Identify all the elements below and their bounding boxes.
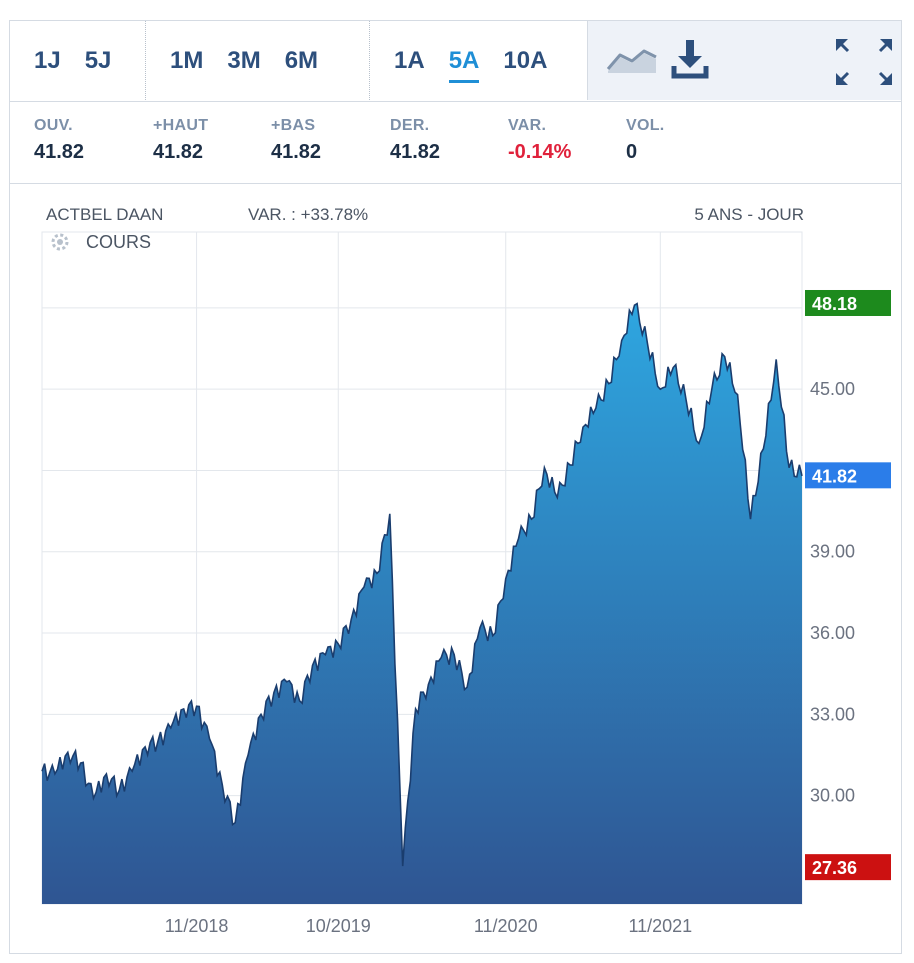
range-group-years: 1A 5A 10A bbox=[370, 21, 588, 100]
toolbar: 1J 5J 1M 3M 6M 1A 5A 10A bbox=[10, 21, 901, 102]
y-tick-label: 30.00 bbox=[810, 786, 855, 806]
range-3m-button[interactable]: 3M bbox=[227, 46, 261, 74]
x-tick-label: 11/2021 bbox=[628, 916, 692, 936]
line-chart-icon[interactable] bbox=[606, 45, 658, 75]
y-tick-label: 36.00 bbox=[810, 623, 855, 643]
high-price-badge: 48.18 bbox=[812, 294, 857, 314]
x-tick-label: 11/2020 bbox=[474, 916, 538, 936]
x-tick-label: 10/2019 bbox=[306, 916, 371, 936]
stat-value: 0 bbox=[626, 141, 638, 163]
low-price-badge-bg bbox=[805, 854, 891, 881]
y-tick-label: 33.00 bbox=[810, 704, 855, 724]
stat-open: OUV. 41.82 bbox=[34, 117, 84, 164]
stat-value: 41.82 bbox=[153, 141, 204, 163]
price-markers: 48.18 41.82 27.36 bbox=[805, 289, 891, 881]
range-5a-button[interactable]: 5A bbox=[448, 46, 480, 83]
stat-label: DER. bbox=[390, 117, 430, 134]
price-area bbox=[42, 303, 802, 905]
series-legend: COURS bbox=[51, 232, 151, 252]
stat-value: 41.82 bbox=[390, 141, 441, 163]
instrument-name: ACTBEL DAAN bbox=[46, 205, 163, 224]
chart-area: ACTBEL DAAN VAR. : +33.78% 5 ANS - JOUR … bbox=[10, 184, 901, 955]
range-10a-button[interactable]: 10A bbox=[503, 46, 548, 74]
gear-icon[interactable] bbox=[51, 233, 69, 251]
stat-low: +BAS 41.82 bbox=[271, 117, 321, 164]
expand-icon[interactable] bbox=[834, 37, 894, 87]
range-5j-button[interactable]: 5J bbox=[84, 46, 112, 74]
tools-group bbox=[588, 21, 901, 100]
stats-bar: OUV. 41.82 +HAUT 41.82 +BAS 41.82 DER. 4… bbox=[10, 101, 901, 184]
stat-label: OUV. bbox=[34, 117, 73, 134]
y-axis: 30.00 33.00 36.00 39.00 45.00 bbox=[810, 379, 855, 805]
stat-value: -0.14% bbox=[508, 141, 572, 163]
stat-volume: VOL. 0 bbox=[626, 117, 665, 164]
stat-value: 41.82 bbox=[34, 141, 85, 163]
stat-label: VOL. bbox=[626, 117, 665, 134]
download-icon[interactable] bbox=[670, 38, 710, 82]
range-6m-button[interactable]: 6M bbox=[284, 46, 319, 74]
range-group-months: 1M 3M 6M bbox=[146, 21, 370, 100]
range-1m-button[interactable]: 1M bbox=[170, 46, 204, 74]
range-group-days: 1J 5J bbox=[10, 21, 146, 100]
stat-label: +BAS bbox=[271, 117, 316, 134]
series-label: COURS bbox=[86, 232, 151, 252]
chart-widget: 1J 5J 1M 3M 6M 1A 5A 10A bbox=[9, 20, 902, 954]
high-price-badge-bg bbox=[805, 289, 891, 316]
range-1j-button[interactable]: 1J bbox=[34, 46, 61, 74]
stat-label: +HAUT bbox=[153, 117, 209, 134]
x-axis: 11/2018 10/2019 11/2020 11/2021 bbox=[165, 916, 692, 936]
price-chart: ACTBEL DAAN VAR. : +33.78% 5 ANS - JOUR … bbox=[41, 205, 891, 936]
last-price-badge: 41.82 bbox=[812, 466, 857, 486]
stat-high: +HAUT 41.82 bbox=[153, 117, 208, 164]
range-1a-button[interactable]: 1A bbox=[394, 46, 425, 74]
price-line bbox=[41, 302, 803, 867]
y-tick-label: 39.00 bbox=[810, 542, 855, 562]
y-tick-label: 45.00 bbox=[810, 379, 855, 399]
stat-label: VAR. bbox=[508, 117, 547, 134]
stat-change: VAR. -0.14% bbox=[508, 117, 571, 164]
period-change: VAR. : +33.78% bbox=[248, 205, 368, 224]
period-label: 5 ANS - JOUR bbox=[694, 205, 804, 224]
stat-value: 41.82 bbox=[271, 141, 322, 163]
x-tick-label: 11/2018 bbox=[165, 916, 229, 936]
stat-last: DER. 41.82 bbox=[390, 117, 440, 164]
last-price-badge-bg bbox=[805, 462, 891, 489]
low-price-badge: 27.36 bbox=[812, 858, 857, 878]
